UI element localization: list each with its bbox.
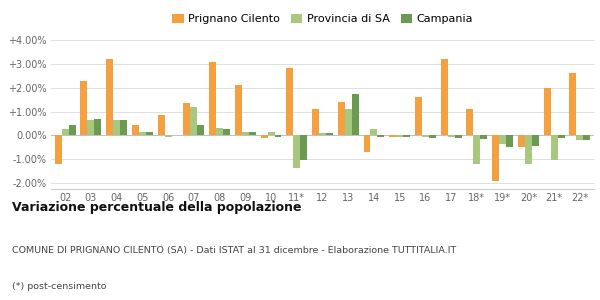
Bar [518,135,525,147]
Bar [94,119,101,135]
Bar [132,125,139,135]
Bar [455,135,461,138]
Bar [68,125,76,135]
Bar [429,135,436,138]
Bar [216,128,223,135]
Bar [146,132,153,135]
Bar [532,135,539,146]
Bar [492,135,499,181]
Bar [352,94,359,135]
Text: Variazione percentuale della popolazione: Variazione percentuale della popolazione [12,201,302,214]
Bar [164,135,172,136]
Bar [197,125,204,135]
Bar [293,135,300,168]
Bar [473,135,481,164]
Bar [190,107,197,135]
Bar [55,135,62,164]
Bar [80,81,88,135]
Bar [377,135,385,137]
Bar [209,61,216,135]
Bar [506,135,513,147]
Bar [249,132,256,135]
Bar [319,133,326,135]
Bar [113,120,120,135]
Bar [326,133,333,135]
Bar [466,109,473,135]
Bar [120,120,127,135]
Bar [268,132,275,135]
Bar [364,135,370,152]
Bar [184,103,190,135]
Bar [345,109,352,135]
Bar [389,135,396,136]
Bar [88,120,94,135]
Bar [300,135,307,161]
Bar [242,132,249,135]
Bar [338,102,345,135]
Bar [544,88,551,135]
Bar [422,135,429,137]
Bar [260,135,268,138]
Bar [441,59,448,135]
Bar [158,115,164,135]
Legend: Prignano Cilento, Provincia di SA, Campania: Prignano Cilento, Provincia di SA, Campa… [172,14,473,24]
Bar [525,135,532,164]
Bar [235,85,242,135]
Bar [551,135,557,161]
Bar [481,135,487,139]
Bar [557,135,565,138]
Bar [62,130,68,135]
Text: COMUNE DI PRIGNANO CILENTO (SA) - Dati ISTAT al 31 dicembre - Elaborazione TUTTI: COMUNE DI PRIGNANO CILENTO (SA) - Dati I… [12,246,456,255]
Bar [312,109,319,135]
Bar [415,97,422,135]
Bar [370,129,377,135]
Bar [569,74,577,135]
Bar [448,135,455,136]
Text: (*) post-censimento: (*) post-censimento [12,282,107,291]
Bar [583,135,590,140]
Bar [577,135,583,140]
Bar [139,132,146,135]
Bar [286,68,293,135]
Bar [106,59,113,135]
Bar [396,135,403,136]
Bar [499,135,506,144]
Bar [403,135,410,137]
Bar [275,135,281,137]
Bar [223,130,230,135]
